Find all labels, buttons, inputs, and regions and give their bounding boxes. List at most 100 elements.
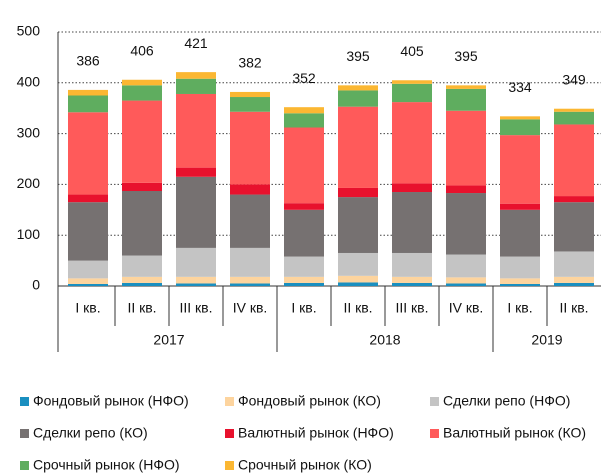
legend-label: Срочный рынок (КО) (238, 457, 372, 473)
legend-swatch (430, 429, 439, 438)
legend-swatch (20, 397, 29, 406)
bar-segment (176, 167, 216, 177)
bar-segment (392, 252, 432, 277)
bar-segment (554, 251, 594, 277)
total-label: 406 (130, 42, 154, 58)
legend-label: Валютный рынок (КО) (443, 425, 586, 441)
bar-segment (446, 88, 486, 111)
bar-segment (230, 194, 270, 248)
bar-segment (68, 194, 108, 203)
bar-segment (338, 275, 378, 283)
bar-segment (554, 196, 594, 203)
bar-segment (500, 283, 540, 286)
total-label: 349 (562, 71, 586, 87)
legend-label: Фондовый рынок (НФО) (33, 393, 189, 409)
x-tick-label: IV кв. (449, 300, 484, 316)
bar-segment (500, 119, 540, 136)
legend-label: Срочный рынок (НФО) (33, 457, 180, 473)
bar-segment (554, 108, 594, 112)
x-tick-label: II кв. (127, 300, 156, 316)
bar-segment (554, 111, 594, 125)
bar-segment (176, 283, 216, 286)
bar-segment (500, 209, 540, 257)
bar-segment (176, 247, 216, 277)
bar-segment (284, 107, 324, 114)
total-label: 395 (454, 48, 478, 64)
bar-segment (122, 191, 162, 256)
bar-segment (122, 282, 162, 286)
y-tick-label: 0 (32, 277, 40, 293)
bar-segment (230, 111, 270, 185)
bar-segment (392, 80, 432, 84)
bar-segment (284, 113, 324, 128)
x-tick-label: I кв. (291, 300, 316, 316)
bar-segment (122, 255, 162, 277)
y-tick-label: 300 (17, 124, 41, 140)
bar-segment (392, 102, 432, 184)
bar-segment (446, 254, 486, 278)
bar-segment (68, 260, 108, 279)
bar-segment (500, 278, 540, 284)
bar-segment (392, 192, 432, 253)
bar-segment (68, 95, 108, 113)
bar-segment (500, 116, 540, 120)
legend-swatch (225, 397, 234, 406)
legend-swatch (430, 397, 439, 406)
bar-segment (284, 203, 324, 210)
legend-label: Сделки репо (КО) (33, 425, 148, 441)
bar-segment (122, 100, 162, 183)
y-tick-label: 400 (17, 74, 41, 90)
bar-segment (392, 282, 432, 286)
bar-segment (122, 79, 162, 86)
bar-segment (68, 89, 108, 96)
total-label: 405 (400, 43, 424, 59)
x-tick-label: I кв. (507, 300, 532, 316)
x-tick-label: II кв. (559, 300, 588, 316)
bar-segment (338, 197, 378, 253)
bar-segment (284, 209, 324, 257)
group-label: 2018 (369, 332, 400, 348)
bar-segment (122, 276, 162, 283)
bar-segment (446, 277, 486, 284)
y-tick-label: 200 (17, 175, 41, 191)
bar-segment (554, 276, 594, 283)
bar-segment (176, 176, 216, 248)
bar-segment (176, 78, 216, 94)
bar-segment (68, 202, 108, 261)
bar-segment (392, 183, 432, 193)
bar-segment (68, 112, 108, 195)
total-label: 395 (346, 48, 370, 64)
total-label: 382 (238, 55, 262, 71)
legend-swatch (20, 461, 29, 470)
bar-segment (68, 283, 108, 286)
bar-segment (284, 256, 324, 277)
group-label: 2019 (531, 332, 562, 348)
bar-segment (176, 93, 216, 168)
legend-swatch (225, 429, 234, 438)
bar-segment (500, 135, 540, 204)
bar-segment (122, 182, 162, 192)
x-tick-label: III кв. (395, 300, 428, 316)
bar-segment (284, 282, 324, 286)
bar-segment (338, 85, 378, 91)
bar-segment (446, 185, 486, 194)
bar-segment (554, 282, 594, 286)
total-label: 352 (292, 70, 316, 86)
bar-segment (446, 110, 486, 186)
bar-segment (122, 85, 162, 101)
bar-segment (392, 83, 432, 103)
bar-segment (338, 187, 378, 198)
x-tick-label: IV кв. (233, 300, 268, 316)
bar-segment (446, 85, 486, 89)
group-label: 2017 (153, 332, 184, 348)
bar-segment (176, 72, 216, 79)
y-tick-label: 500 (17, 23, 41, 39)
bar-segment (230, 97, 270, 112)
bar-segment (230, 91, 270, 98)
bar-segment (338, 106, 378, 188)
bar-segment (68, 278, 108, 284)
legend-label: Сделки репо (НФО) (443, 393, 570, 409)
bar-segment (230, 247, 270, 277)
total-label: 421 (184, 35, 208, 51)
